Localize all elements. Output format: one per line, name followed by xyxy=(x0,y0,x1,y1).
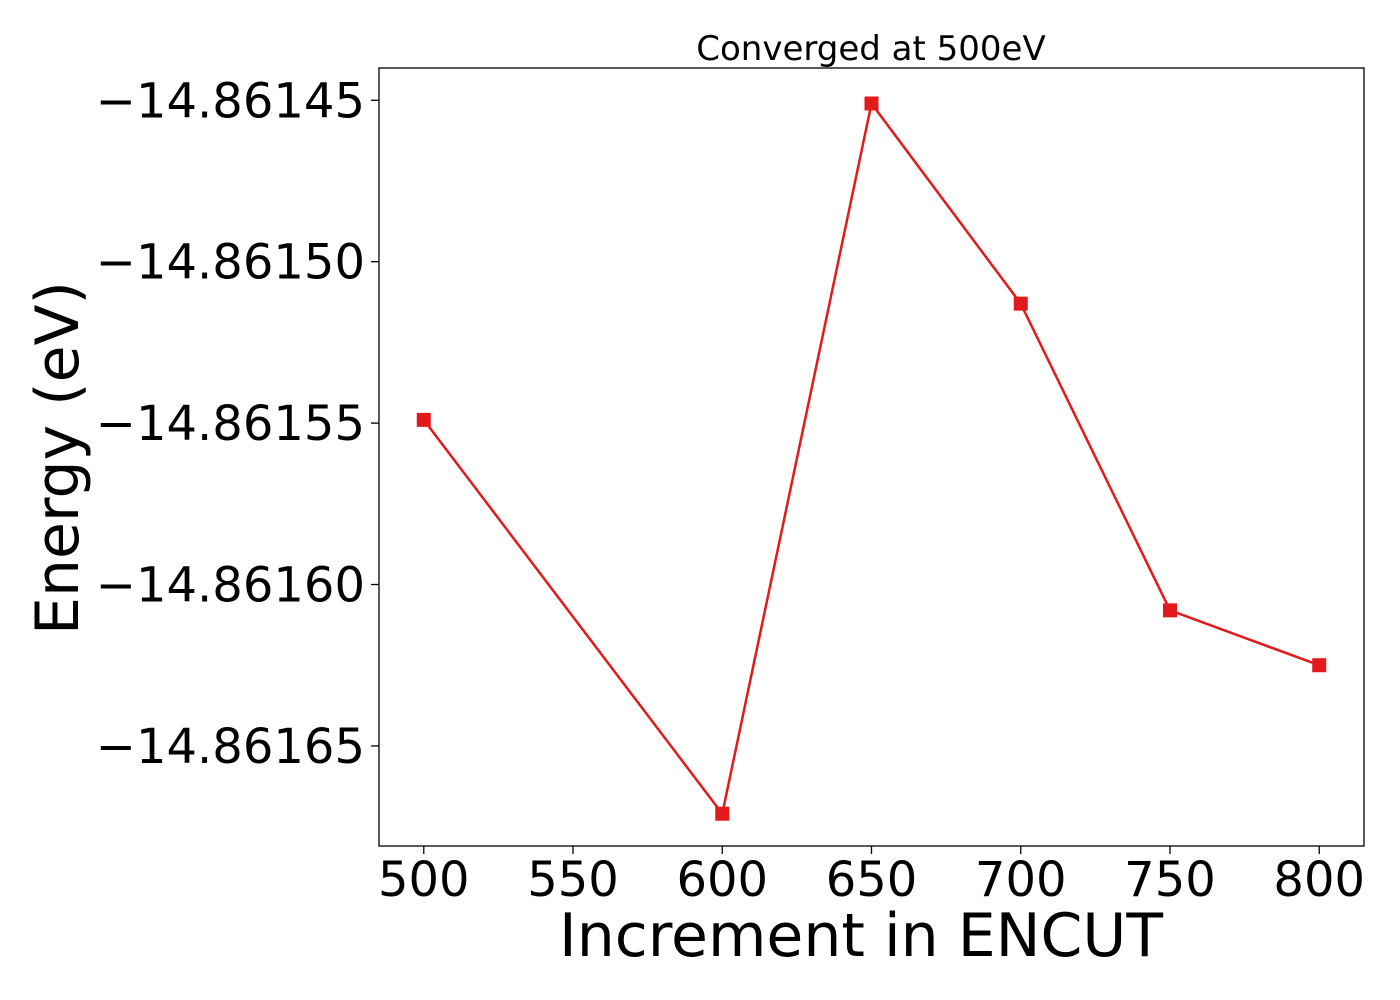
data-point-marker xyxy=(1312,658,1327,673)
y-tick-label: −14.86155 xyxy=(96,396,365,452)
x-tick-label: 700 xyxy=(975,852,1067,908)
y-tick-label: −14.86150 xyxy=(96,235,365,291)
data-point-marker xyxy=(416,412,431,427)
data-point-marker xyxy=(1162,603,1177,618)
y-tick-label: −14.86145 xyxy=(96,73,365,129)
y-tick-label: −14.86165 xyxy=(96,719,365,775)
series-line xyxy=(422,102,1320,815)
data-point-marker xyxy=(715,806,730,821)
x-tick-label: 550 xyxy=(527,852,619,908)
data-point-marker xyxy=(864,96,879,111)
y-tick-label: −14.86160 xyxy=(96,558,365,614)
x-tick-label: 600 xyxy=(676,852,768,908)
series-layer xyxy=(416,96,1327,821)
plot-frame xyxy=(378,67,1365,847)
plot-area xyxy=(378,67,1365,847)
x-tick-label: 650 xyxy=(826,852,918,908)
x-tick-label: 800 xyxy=(1273,852,1365,908)
x-axis-ticks: 500 550 600 650 700 750 800 xyxy=(378,846,1365,908)
y-axis-label: Energy (eV) xyxy=(23,281,93,635)
y-axis-ticks: −14.86145 −14.86150 −14.86155 −14.86160 −14.… xyxy=(96,73,379,775)
x-tick-label: 750 xyxy=(1124,852,1216,908)
x-axis-label: Increment in ENCUT xyxy=(559,901,1163,971)
data-point-marker xyxy=(1013,296,1028,311)
chart-title: Converged at 500eV xyxy=(696,29,1045,69)
x-tick-label: 500 xyxy=(378,852,470,908)
